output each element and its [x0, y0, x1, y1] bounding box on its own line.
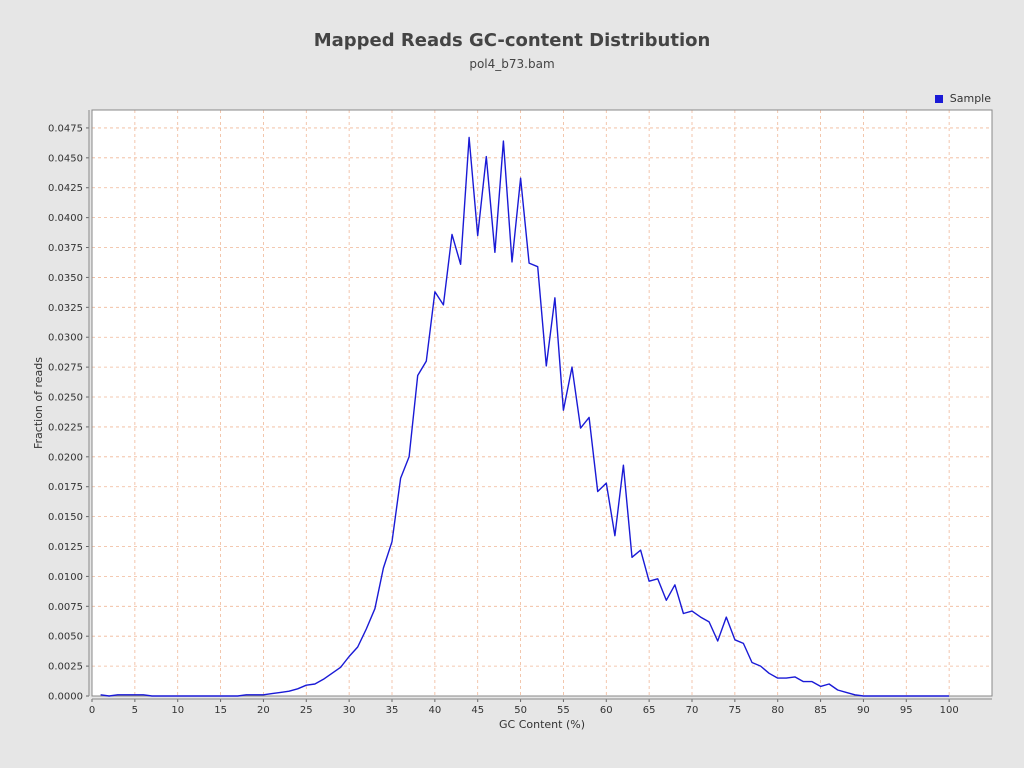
y-tick-label: 0.0425: [48, 183, 83, 194]
x-tick-label: 5: [132, 705, 138, 716]
x-tick-label: 10: [171, 705, 184, 716]
series-line-sample: [100, 136, 950, 697]
y-tick-label: 0.0075: [48, 602, 83, 613]
y-tick-label: 0.0275: [48, 363, 83, 374]
x-tick-label: 20: [257, 705, 270, 716]
x-tick-label: 45: [471, 705, 484, 716]
y-tick-label: 0.0300: [48, 333, 83, 344]
plot-frame: [91, 109, 993, 697]
x-tick-label: 55: [557, 705, 570, 716]
x-tick-label: 15: [214, 705, 227, 716]
x-tick-label: 70: [686, 705, 699, 716]
x-tick-label: 90: [857, 705, 870, 716]
axes: 0 5 10 15 20 25 30 35 40 45 50 55 60 65 70 75 80 85 90 95 10…: [48, 109, 993, 716]
x-tick-label: 80: [771, 705, 784, 716]
y-tick-label: 0.0025: [48, 662, 83, 673]
plot-area: [92, 110, 992, 696]
y-tick-label: 0.0125: [48, 542, 83, 553]
chart-title: Mapped Reads GC-content Distribution: [313, 30, 711, 51]
y-tick-label: 0.0225: [48, 422, 83, 433]
y-tick-label: 0.0400: [48, 213, 83, 224]
y-tick-label: 0.0250: [48, 393, 83, 404]
x-tick-label: 75: [728, 705, 741, 716]
x-tick-label: 85: [814, 705, 827, 716]
legend: Sample: [934, 92, 991, 105]
y-tick-label: 0.0000: [48, 692, 83, 703]
legend-label: Sample: [949, 92, 991, 105]
y-tick-label: 0.0325: [48, 303, 83, 314]
x-tick-label: 95: [900, 705, 913, 716]
series-layer: [100, 136, 950, 697]
x-tick-label: 100: [940, 705, 959, 716]
y-tick-label: 0.0050: [48, 632, 83, 643]
x-tick-label: 50: [514, 705, 527, 716]
x-tick-label: 35: [386, 705, 399, 716]
x-tick-label: 0: [89, 705, 95, 716]
grid: [92, 110, 992, 696]
y-tick-label: 0.0200: [48, 452, 83, 463]
x-tick-label: 25: [300, 705, 313, 716]
x-tick-label: 30: [343, 705, 356, 716]
legend-swatch: [934, 94, 943, 103]
y-tick-label: 0.0100: [48, 572, 83, 583]
x-tick-label: 60: [600, 705, 613, 716]
y-tick-label: 0.0350: [48, 273, 83, 284]
x-tick-label: 65: [643, 705, 656, 716]
x-axis-title: GC Content (%): [499, 718, 585, 731]
x-tick-label: 40: [428, 705, 441, 716]
y-tick-label: 0.0450: [48, 153, 83, 164]
y-tick-label: 0.0150: [48, 512, 83, 523]
y-tick-label: 0.0175: [48, 482, 83, 493]
y-tick-label: 0.0475: [48, 123, 83, 134]
y-axis-title: Fraction of reads: [32, 357, 45, 449]
y-tick-label: 0.0375: [48, 243, 83, 254]
chart-subtitle: pol4_b73.bam: [469, 57, 555, 71]
